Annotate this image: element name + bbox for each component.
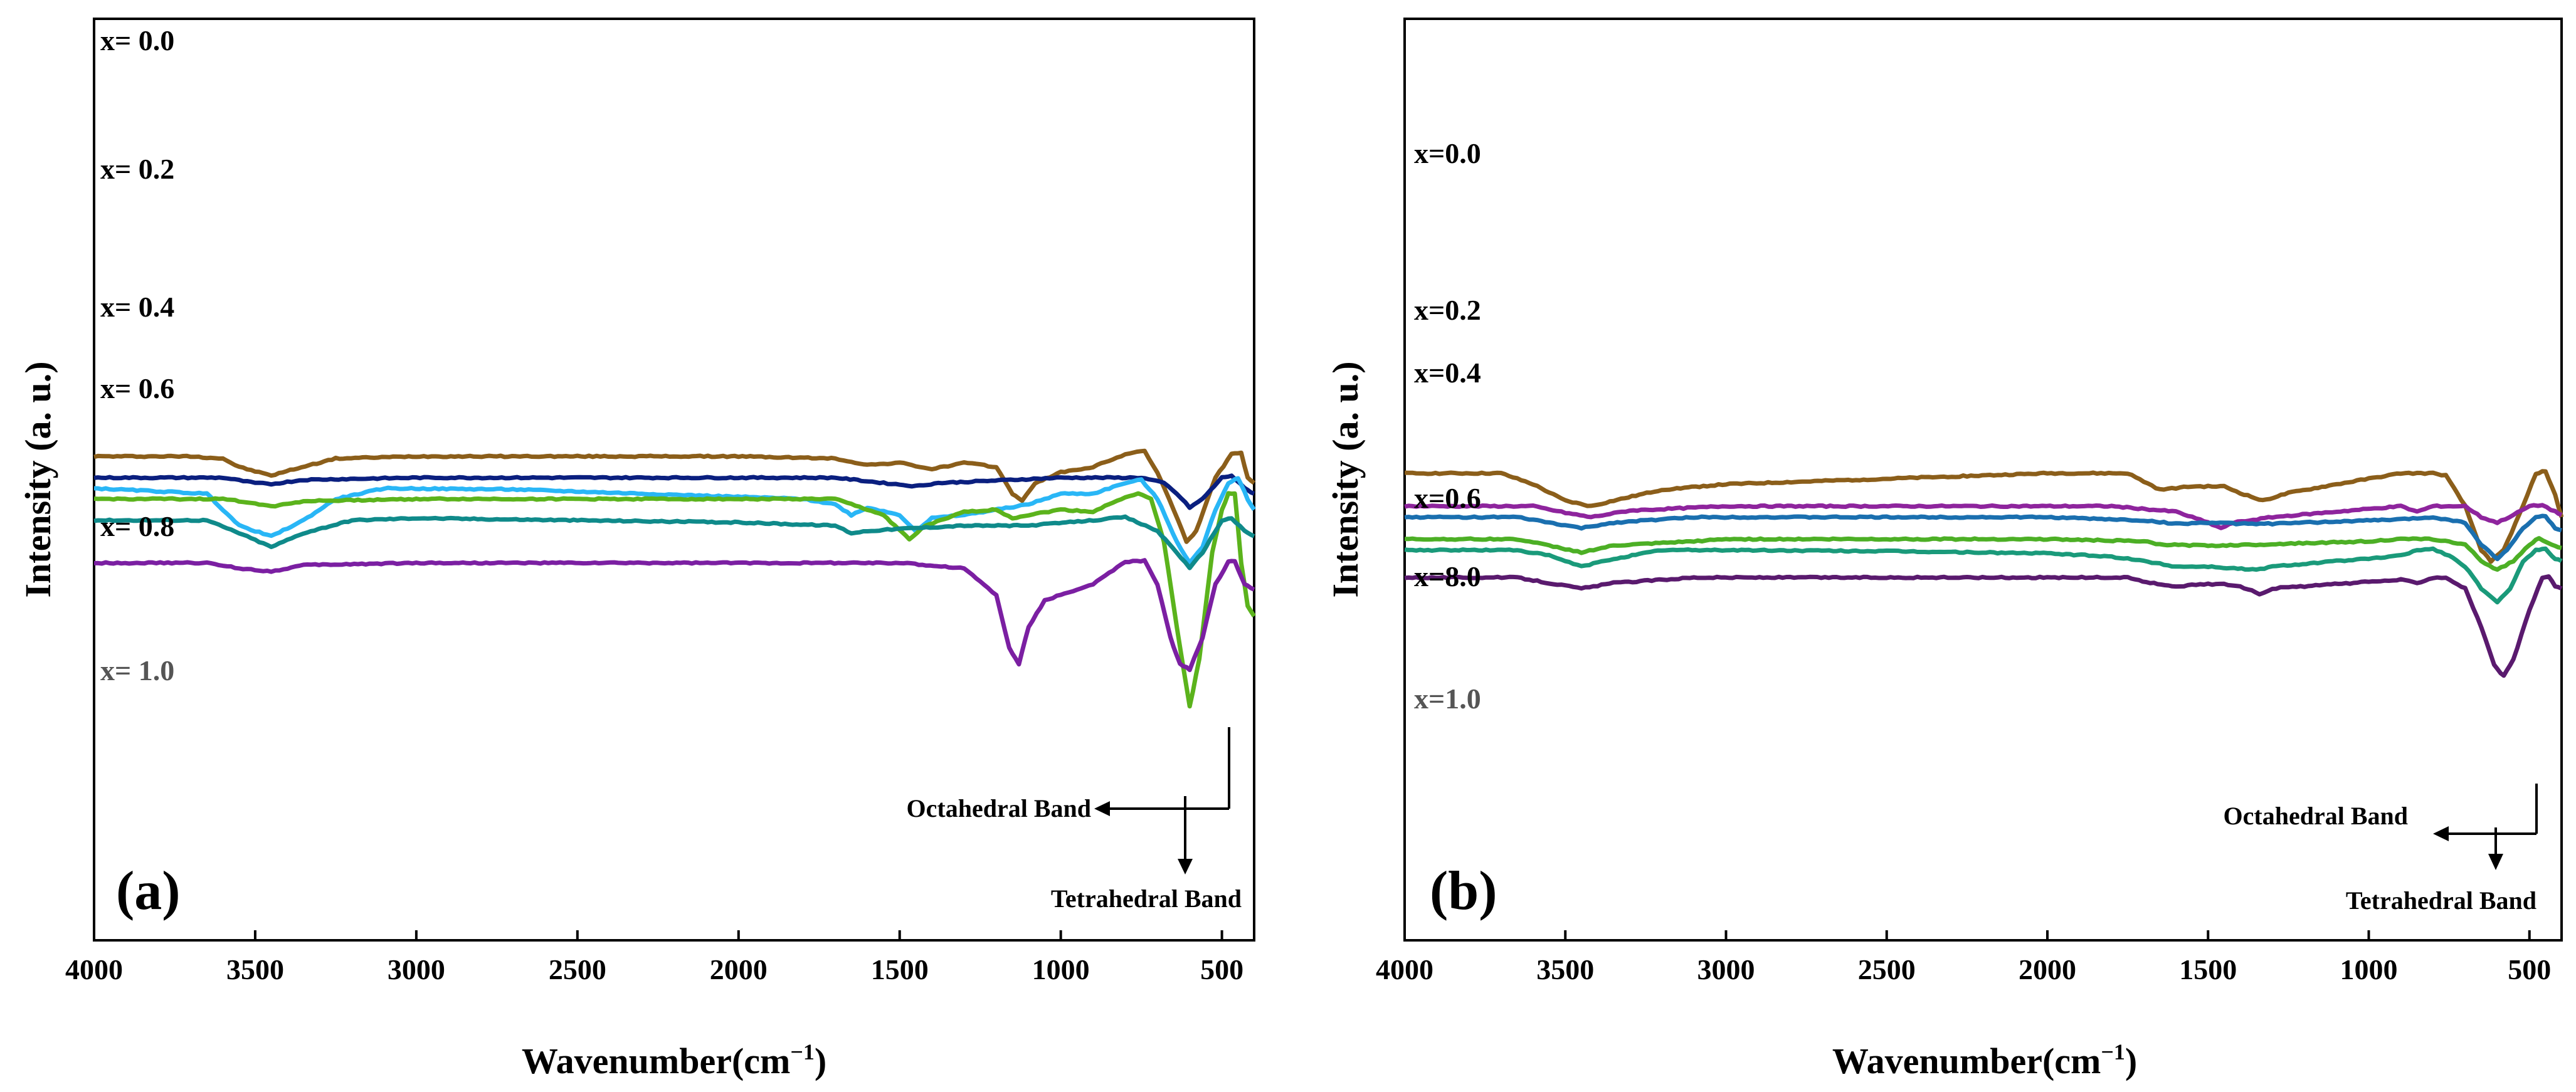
panel-b: 4000 3500 3000 2500 2000 1500 1000 500 x=0.0x=0… bbox=[1325, 18, 2564, 1081]
panel-b-y-axis-title: Intensity (a. u.) bbox=[1325, 361, 1366, 597]
series-label: x=0.0 bbox=[1414, 137, 1481, 169]
panel-a-x-axis-title-sup: −1 bbox=[790, 1039, 815, 1064]
series-label: x= 0.2 bbox=[100, 153, 174, 185]
x-tick-label: 1500 bbox=[2179, 953, 2237, 985]
x-tick-label: 1000 bbox=[2340, 953, 2398, 985]
series-label: x= 0.4 bbox=[100, 291, 174, 323]
series-line-x08 bbox=[93, 514, 1255, 570]
panel-b-tetrahedral-label: Tetrahedral Band bbox=[2346, 886, 2536, 915]
x-tick-label: 2500 bbox=[549, 953, 606, 985]
series-label: x= 1.0 bbox=[100, 654, 174, 686]
x-tick-label: 1500 bbox=[871, 953, 929, 985]
series-label: x=0.2 bbox=[1414, 294, 1481, 326]
series-label: x= 0.6 bbox=[100, 372, 174, 404]
panel-b-octa-arrowhead bbox=[2433, 826, 2449, 841]
x-tick-label: 2500 bbox=[1858, 953, 1916, 985]
series-line-x80 bbox=[1404, 546, 2563, 605]
series-label: x=0.6 bbox=[1414, 482, 1481, 514]
x-tick-label: 2000 bbox=[710, 953, 768, 985]
panel-b-series-lines bbox=[1404, 469, 2564, 678]
panel-a-x-axis-title-main: Wavenumber(cm bbox=[522, 1041, 791, 1081]
panel-b-x-axis-title-sup: −1 bbox=[2101, 1039, 2125, 1064]
series-label: x=1.0 bbox=[1414, 683, 1481, 715]
panel-a-band-annotation bbox=[1107, 727, 1230, 865]
series-line-x04 bbox=[1404, 513, 2562, 562]
series-line-x02 bbox=[1404, 503, 2563, 530]
panel-b-x-ticks: 4000 3500 3000 2500 2000 1500 1000 500 bbox=[1376, 930, 2551, 985]
series-label: x=0.4 bbox=[1414, 357, 1481, 389]
panel-a-series-labels: x= 0.0 x= 0.2 x= 0.4 x= 0.6 x= 0.8 x= 1.0 bbox=[100, 24, 174, 686]
panel-b-series-labels: x=0.0 x=0.2 x=0.4 x=0.6 x=8.0 x=1.0 bbox=[1414, 137, 1481, 715]
panel-a-frame bbox=[93, 18, 1255, 942]
panel-b-x-axis-title: Wavenumber(cm−1) bbox=[1832, 1039, 2137, 1081]
panel-b-frame bbox=[1403, 18, 2563, 942]
panel-b-x-axis-title-close: ) bbox=[2125, 1041, 2137, 1081]
panel-b-octahedral-label: Octahedral Band bbox=[2224, 802, 2408, 830]
panel-b-band-annotation bbox=[2446, 784, 2538, 859]
panel-a: 4000 3500 3000 2500 2000 1500 1000 500 x= 0.0x=… bbox=[18, 18, 1256, 1081]
panel-a-series-lines bbox=[93, 448, 1256, 709]
panel-a-label: (a) bbox=[116, 861, 181, 921]
series-line-x10 bbox=[93, 558, 1255, 673]
panel-b-x-axis-title-main: Wavenumber(cm bbox=[1832, 1041, 2101, 1081]
panel-a-y-axis-title: Intensity (a. u.) bbox=[18, 361, 58, 597]
series-line-x04 bbox=[93, 476, 1256, 565]
series-line-x06 bbox=[93, 491, 1256, 709]
x-tick-label: 3000 bbox=[388, 953, 445, 985]
series-line-x00 bbox=[93, 448, 1256, 544]
panel-b-label: (b) bbox=[1430, 861, 1497, 921]
x-tick-label: 4000 bbox=[1376, 953, 1433, 985]
panel-a-x-ticks: 4000 3500 3000 2500 2000 1500 1000 500 bbox=[65, 930, 1243, 985]
panel-a-x-axis-title-close: ) bbox=[815, 1041, 826, 1081]
x-tick-label: 2000 bbox=[2019, 953, 2076, 985]
series-label: x=8.0 bbox=[1414, 560, 1481, 592]
x-tick-label: 500 bbox=[1200, 953, 1243, 985]
x-tick-label: 3000 bbox=[1697, 953, 1755, 985]
x-tick-label: 3500 bbox=[226, 953, 284, 985]
series-line-x10 bbox=[1404, 574, 2563, 678]
series-label: x= 0.8 bbox=[100, 510, 174, 542]
panel-a-tetra-arrowhead bbox=[1178, 859, 1193, 874]
panel-a-octahedral-label: Octahedral Band bbox=[907, 794, 1091, 822]
x-tick-label: 4000 bbox=[65, 953, 123, 985]
x-tick-label: 1000 bbox=[1032, 953, 1090, 985]
series-line-x06 bbox=[1404, 536, 2562, 572]
series-label: x= 0.0 bbox=[100, 24, 174, 56]
panel-a-tetrahedral-label: Tetrahedral Band bbox=[1051, 885, 1242, 913]
panel-a-x-axis-title: Wavenumber(cm−1) bbox=[522, 1039, 826, 1081]
panel-b-tetra-arrowhead bbox=[2488, 854, 2503, 870]
panel-a-octa-arrowhead bbox=[1094, 801, 1110, 816]
x-tick-label: 500 bbox=[2508, 953, 2551, 985]
series-line-x02 bbox=[93, 473, 1255, 510]
series-line-x00 bbox=[1404, 469, 2564, 564]
x-tick-label: 3500 bbox=[1536, 953, 1594, 985]
